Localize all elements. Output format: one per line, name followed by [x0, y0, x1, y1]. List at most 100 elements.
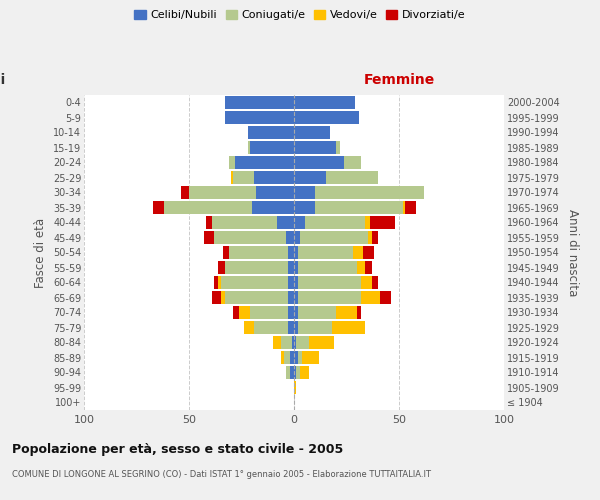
Bar — [292, 336, 294, 348]
Bar — [214, 276, 218, 288]
Bar — [239, 306, 250, 318]
Bar — [244, 322, 254, 334]
Bar — [294, 96, 355, 108]
Bar — [231, 172, 233, 183]
Bar — [154, 202, 164, 213]
Bar — [294, 262, 298, 274]
Bar — [294, 156, 344, 168]
Bar — [288, 322, 294, 334]
Bar — [294, 246, 298, 258]
Text: Femmine: Femmine — [364, 73, 434, 87]
Bar — [294, 186, 315, 198]
Bar — [294, 276, 298, 288]
Bar — [250, 142, 294, 154]
Bar — [288, 262, 294, 274]
Bar — [281, 352, 284, 364]
Bar — [365, 216, 370, 228]
Bar — [288, 246, 294, 258]
Bar — [294, 292, 298, 304]
Bar — [365, 262, 372, 274]
Bar — [357, 306, 361, 318]
Bar — [344, 156, 361, 168]
Bar — [181, 186, 189, 198]
Bar — [294, 322, 298, 334]
Bar — [212, 216, 277, 228]
Bar — [221, 276, 288, 288]
Bar — [301, 366, 309, 378]
Bar — [223, 246, 229, 258]
Bar — [298, 322, 332, 334]
Bar — [298, 306, 336, 318]
Bar — [204, 232, 214, 243]
Bar — [164, 202, 252, 213]
Bar — [294, 172, 325, 183]
Bar — [256, 186, 294, 198]
Bar — [294, 306, 298, 318]
Bar — [336, 306, 357, 318]
Bar — [288, 306, 294, 318]
Bar — [294, 382, 296, 394]
Bar — [403, 202, 406, 213]
Bar — [315, 202, 403, 213]
Bar — [298, 262, 357, 274]
Bar — [229, 246, 288, 258]
Bar — [294, 216, 305, 228]
Bar — [298, 276, 361, 288]
Bar — [290, 352, 294, 364]
Y-axis label: Fasce di età: Fasce di età — [34, 218, 47, 288]
Bar — [281, 336, 292, 348]
Bar — [224, 292, 288, 304]
Bar — [325, 172, 378, 183]
Bar — [218, 276, 221, 288]
Bar — [248, 126, 294, 138]
Bar — [294, 202, 315, 213]
Bar — [212, 292, 221, 304]
Bar — [294, 352, 298, 364]
Bar — [406, 202, 416, 213]
Bar — [294, 142, 336, 154]
Bar — [288, 276, 294, 288]
Bar — [288, 292, 294, 304]
Bar — [252, 202, 294, 213]
Bar — [305, 216, 365, 228]
Bar — [250, 306, 288, 318]
Bar — [315, 186, 424, 198]
Bar — [189, 186, 256, 198]
Bar — [361, 292, 380, 304]
Legend: Celibi/Nubili, Coniugati/e, Vedovi/e, Divorziati/e: Celibi/Nubili, Coniugati/e, Vedovi/e, Di… — [130, 6, 470, 25]
Text: Popolazione per età, sesso e stato civile - 2005: Popolazione per età, sesso e stato civil… — [12, 442, 343, 456]
Bar — [224, 96, 294, 108]
Bar — [224, 262, 288, 274]
Y-axis label: Anni di nascita: Anni di nascita — [566, 209, 579, 296]
Bar — [380, 292, 391, 304]
Bar — [296, 366, 301, 378]
Bar — [294, 232, 301, 243]
Bar — [233, 306, 239, 318]
Bar — [296, 336, 309, 348]
Bar — [298, 352, 302, 364]
Bar — [206, 216, 212, 228]
Bar — [224, 112, 294, 124]
Text: COMUNE DI LONGONE AL SEGRINO (CO) - Dati ISTAT 1° gennaio 2005 - Elaborazione TU: COMUNE DI LONGONE AL SEGRINO (CO) - Dati… — [12, 470, 431, 479]
Bar — [298, 292, 361, 304]
Bar — [233, 172, 254, 183]
Bar — [361, 276, 372, 288]
Bar — [372, 276, 378, 288]
Bar — [229, 156, 235, 168]
Bar — [290, 366, 294, 378]
Bar — [286, 232, 294, 243]
Bar — [254, 322, 288, 334]
Bar — [298, 246, 353, 258]
Bar — [294, 366, 296, 378]
Bar — [277, 216, 294, 228]
Bar — [353, 246, 364, 258]
Bar — [301, 232, 367, 243]
Bar — [364, 246, 374, 258]
Bar — [367, 232, 372, 243]
Bar — [218, 262, 224, 274]
Bar — [336, 142, 340, 154]
Bar — [370, 216, 395, 228]
Bar — [372, 232, 378, 243]
Bar — [357, 262, 365, 274]
Bar — [221, 292, 224, 304]
